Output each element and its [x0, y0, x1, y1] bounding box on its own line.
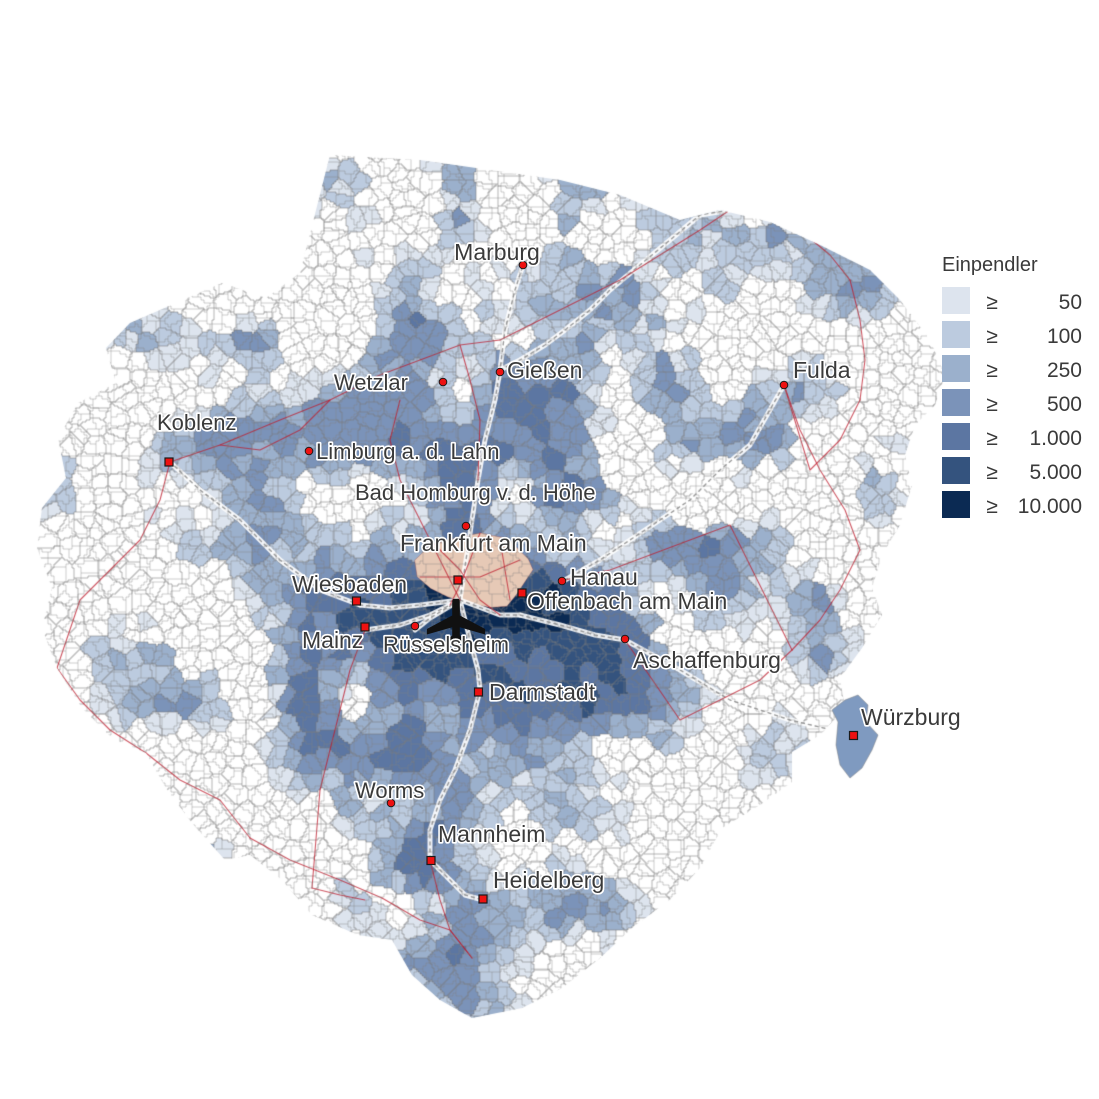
svg-text:Aschaffenburg: Aschaffenburg	[633, 647, 781, 673]
svg-text:Mannheim: Mannheim	[438, 821, 545, 847]
svg-text:Fulda: Fulda	[793, 357, 851, 383]
svg-text:≥: ≥	[986, 359, 998, 382]
svg-text:Mainz: Mainz	[302, 627, 363, 653]
svg-text:Limburg a. d. Lahn: Limburg a. d. Lahn	[316, 439, 499, 464]
svg-text:250: 250	[1047, 359, 1082, 382]
svg-text:Einpendler: Einpendler	[942, 254, 1038, 276]
svg-text:Worms: Worms	[355, 778, 424, 803]
svg-text:Würzburg: Würzburg	[861, 704, 961, 730]
svg-text:≥: ≥	[986, 393, 998, 416]
svg-text:Bad Homburg v. d. Höhe: Bad Homburg v. d. Höhe	[355, 480, 596, 505]
svg-text:Darmstadt: Darmstadt	[489, 679, 596, 705]
svg-text:500: 500	[1047, 393, 1082, 416]
svg-text:Marburg: Marburg	[454, 239, 540, 265]
svg-text:≥: ≥	[986, 495, 998, 518]
svg-text:5.000: 5.000	[1029, 461, 1082, 484]
svg-text:Heidelberg: Heidelberg	[493, 867, 604, 893]
svg-text:≥: ≥	[986, 291, 998, 314]
svg-text:Wiesbaden: Wiesbaden	[292, 571, 407, 597]
svg-text:Rüsselsheim: Rüsselsheim	[383, 632, 509, 657]
svg-text:Wetzlar: Wetzlar	[334, 370, 408, 395]
svg-text:Frankfurt am Main: Frankfurt am Main	[400, 530, 587, 556]
svg-text:≥: ≥	[986, 325, 998, 348]
svg-text:Offenbach am Main: Offenbach am Main	[527, 588, 727, 614]
svg-text:≥: ≥	[986, 461, 998, 484]
svg-text:50: 50	[1059, 291, 1082, 314]
svg-text:Gießen: Gießen	[507, 357, 582, 383]
svg-text:Koblenz: Koblenz	[157, 410, 237, 435]
svg-text:1.000: 1.000	[1029, 427, 1082, 450]
svg-text:≥: ≥	[986, 427, 998, 450]
svg-text:Hanau: Hanau	[570, 564, 638, 590]
svg-text:10.000: 10.000	[1018, 495, 1082, 518]
svg-text:100: 100	[1047, 325, 1082, 348]
